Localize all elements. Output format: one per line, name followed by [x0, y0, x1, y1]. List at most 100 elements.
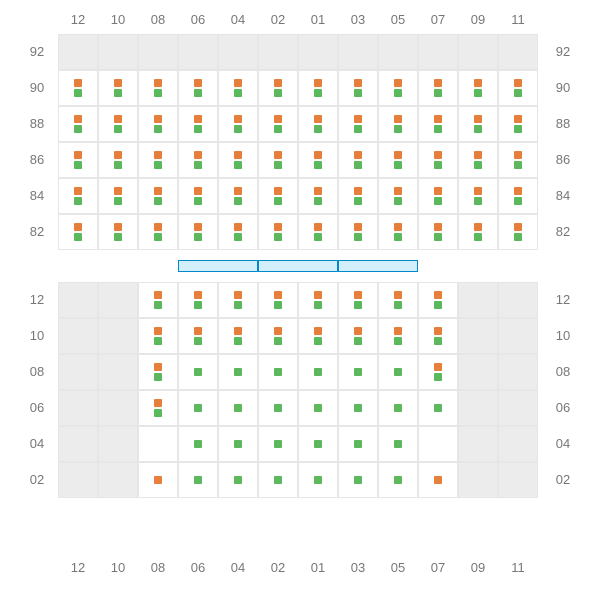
top-cell[interactable]: [58, 142, 98, 178]
bottom-cell[interactable]: [498, 282, 538, 318]
bottom-cell[interactable]: [218, 282, 258, 318]
top-cell[interactable]: [98, 34, 138, 70]
top-cell[interactable]: [378, 214, 418, 250]
top-cell[interactable]: [418, 178, 458, 214]
bottom-cell[interactable]: [298, 282, 338, 318]
top-cell[interactable]: [378, 178, 418, 214]
top-cell[interactable]: [458, 106, 498, 142]
top-cell[interactable]: [458, 214, 498, 250]
top-cell[interactable]: [378, 106, 418, 142]
bottom-cell[interactable]: [178, 318, 218, 354]
top-cell[interactable]: [218, 34, 258, 70]
bottom-cell[interactable]: [458, 354, 498, 390]
bottom-cell[interactable]: [98, 390, 138, 426]
top-cell[interactable]: [458, 178, 498, 214]
top-cell[interactable]: [298, 178, 338, 214]
top-cell[interactable]: [418, 34, 458, 70]
top-cell[interactable]: [258, 34, 298, 70]
bottom-cell[interactable]: [258, 282, 298, 318]
top-cell[interactable]: [178, 70, 218, 106]
top-cell[interactable]: [138, 178, 178, 214]
top-cell[interactable]: [138, 106, 178, 142]
top-cell[interactable]: [298, 70, 338, 106]
top-cell[interactable]: [218, 70, 258, 106]
top-cell[interactable]: [138, 214, 178, 250]
top-cell[interactable]: [178, 214, 218, 250]
top-cell[interactable]: [218, 214, 258, 250]
top-cell[interactable]: [258, 106, 298, 142]
top-cell[interactable]: [298, 106, 338, 142]
top-cell[interactable]: [418, 70, 458, 106]
bottom-cell[interactable]: [98, 354, 138, 390]
bottom-cell[interactable]: [338, 282, 378, 318]
bottom-cell[interactable]: [58, 318, 98, 354]
top-cell[interactable]: [338, 106, 378, 142]
top-cell[interactable]: [98, 214, 138, 250]
bottom-cell[interactable]: [418, 426, 458, 462]
separator-segment[interactable]: [258, 260, 338, 272]
top-cell[interactable]: [138, 142, 178, 178]
bottom-cell[interactable]: [58, 354, 98, 390]
top-cell[interactable]: [98, 142, 138, 178]
bottom-cell[interactable]: [58, 390, 98, 426]
top-cell[interactable]: [178, 178, 218, 214]
bottom-cell[interactable]: [498, 390, 538, 426]
top-cell[interactable]: [218, 106, 258, 142]
top-cell[interactable]: [58, 214, 98, 250]
bottom-cell[interactable]: [458, 426, 498, 462]
top-cell[interactable]: [418, 106, 458, 142]
separator-segment[interactable]: [338, 260, 418, 272]
bottom-cell[interactable]: [138, 354, 178, 390]
top-cell[interactable]: [338, 142, 378, 178]
top-cell[interactable]: [178, 34, 218, 70]
bottom-cell[interactable]: [98, 426, 138, 462]
top-cell[interactable]: [58, 70, 98, 106]
bottom-cell[interactable]: [138, 390, 178, 426]
bottom-cell[interactable]: [58, 426, 98, 462]
bottom-cell[interactable]: [378, 282, 418, 318]
bottom-cell[interactable]: [458, 282, 498, 318]
top-cell[interactable]: [178, 142, 218, 178]
top-cell[interactable]: [298, 142, 338, 178]
top-cell[interactable]: [58, 34, 98, 70]
top-cell[interactable]: [498, 34, 538, 70]
top-cell[interactable]: [458, 70, 498, 106]
top-cell[interactable]: [258, 142, 298, 178]
bottom-cell[interactable]: [98, 462, 138, 498]
bottom-cell[interactable]: [138, 282, 178, 318]
top-cell[interactable]: [378, 142, 418, 178]
top-cell[interactable]: [418, 214, 458, 250]
top-cell[interactable]: [218, 142, 258, 178]
bottom-cell[interactable]: [138, 426, 178, 462]
top-cell[interactable]: [218, 178, 258, 214]
bottom-cell[interactable]: [498, 318, 538, 354]
top-cell[interactable]: [338, 214, 378, 250]
top-cell[interactable]: [258, 214, 298, 250]
top-cell[interactable]: [498, 142, 538, 178]
bottom-cell[interactable]: [458, 390, 498, 426]
top-cell[interactable]: [58, 178, 98, 214]
bottom-cell[interactable]: [98, 318, 138, 354]
bottom-cell[interactable]: [458, 462, 498, 498]
top-cell[interactable]: [418, 142, 458, 178]
top-cell[interactable]: [258, 178, 298, 214]
top-cell[interactable]: [98, 178, 138, 214]
bottom-cell[interactable]: [498, 426, 538, 462]
bottom-cell[interactable]: [338, 318, 378, 354]
top-cell[interactable]: [458, 142, 498, 178]
bottom-cell[interactable]: [58, 282, 98, 318]
bottom-cell[interactable]: [458, 318, 498, 354]
bottom-cell[interactable]: [498, 462, 538, 498]
top-cell[interactable]: [98, 70, 138, 106]
bottom-cell[interactable]: [258, 318, 298, 354]
top-cell[interactable]: [498, 214, 538, 250]
top-cell[interactable]: [338, 70, 378, 106]
top-cell[interactable]: [298, 34, 338, 70]
bottom-cell[interactable]: [58, 462, 98, 498]
bottom-cell[interactable]: [378, 318, 418, 354]
bottom-cell[interactable]: [218, 318, 258, 354]
bottom-cell[interactable]: [418, 318, 458, 354]
bottom-cell[interactable]: [298, 318, 338, 354]
top-cell[interactable]: [458, 34, 498, 70]
bottom-cell[interactable]: [138, 318, 178, 354]
